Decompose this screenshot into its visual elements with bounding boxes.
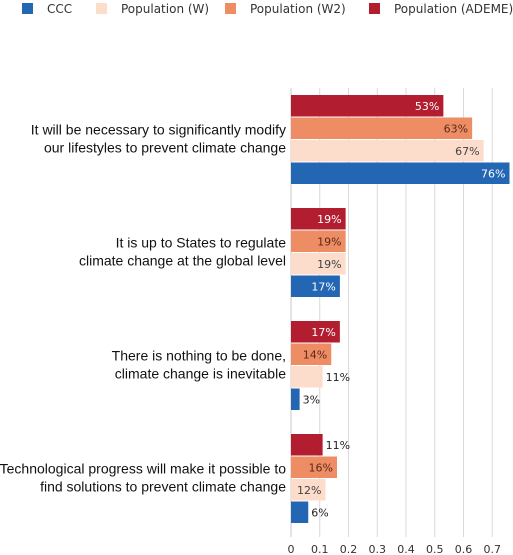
- category-label: climate change at the global level: [79, 253, 286, 269]
- bar-value-label: 12%: [297, 484, 321, 497]
- bar-value-label: 3%: [303, 393, 320, 406]
- x-tick-label: 0.4: [397, 543, 415, 555]
- legend-swatch: [369, 3, 380, 14]
- bar-value-label: 19%: [317, 213, 341, 226]
- bar: [291, 117, 473, 139]
- legend-swatch: [225, 3, 236, 14]
- bar-value-label: 11%: [326, 439, 350, 452]
- legend: CCC Population (W) Population (W2) Populati…: [22, 2, 513, 16]
- legend-label: CCC: [47, 2, 72, 16]
- legend-label: Population (ADEME): [394, 2, 513, 16]
- category-labels: It will be necessary to significantly mo…: [0, 122, 286, 495]
- category-label: find solutions to prevent climate change: [40, 479, 286, 495]
- bar: [291, 456, 337, 478]
- bar: [291, 140, 484, 162]
- x-axis-ticks: 0 0.1 0.2 0.3 0.4 0.5 0.6 0.7: [288, 543, 502, 555]
- x-tick-label: 0.1: [311, 543, 329, 555]
- bar-value-label: 63%: [444, 122, 468, 135]
- bar-value-label: 6%: [311, 506, 328, 519]
- x-tick-label: 0.3: [369, 543, 387, 555]
- legend-label: Population (W): [121, 2, 209, 16]
- legend-label: Population (W2): [250, 2, 346, 16]
- bar-value-label: 19%: [317, 235, 341, 248]
- bar-value-label: 17%: [311, 280, 335, 293]
- bar: [291, 321, 340, 343]
- bar-value-label: 76%: [481, 167, 505, 180]
- bar: [291, 253, 346, 275]
- category-label: climate change is inevitable: [115, 366, 286, 382]
- bar-value-label: 17%: [311, 326, 335, 339]
- bars: 53% 19% 17% 11% 63% 19% 14% 16% 67% 19% 11% 12% 76% 1…: [291, 95, 510, 523]
- x-tick-label: 0.6: [455, 543, 473, 555]
- category-label: our lifestyles to prevent climate change: [44, 140, 286, 156]
- bar: [291, 230, 346, 252]
- bar-value-label: 14%: [303, 348, 327, 361]
- bar: [291, 343, 332, 365]
- bar: [291, 501, 309, 523]
- category-label: It is up to States to regulate: [116, 235, 287, 251]
- x-tick-label: 0.2: [340, 543, 358, 555]
- bar: [291, 275, 340, 297]
- category-label: Technological progress will make it poss…: [0, 461, 286, 477]
- bar: [291, 95, 444, 117]
- bar: [291, 162, 510, 184]
- bar-value-label: 67%: [455, 145, 479, 158]
- legend-swatch: [22, 3, 33, 14]
- x-tick-label: 0.5: [426, 543, 444, 555]
- bar-value-label: 19%: [317, 258, 341, 271]
- category-label: It will be necessary to significantly mo…: [31, 122, 286, 138]
- bar: [291, 479, 326, 501]
- bar-value-label: 53%: [415, 100, 439, 113]
- bar: [291, 434, 323, 456]
- bar-value-label: 11%: [326, 371, 350, 384]
- x-tick-label: 0.7: [484, 543, 502, 555]
- bar: [291, 366, 323, 388]
- bar: [291, 388, 300, 410]
- bar-value-label: 16%: [309, 461, 333, 474]
- legend-swatch: [96, 3, 107, 14]
- category-label: There is nothing to be done,: [112, 348, 286, 364]
- x-tick-label: 0: [288, 543, 295, 555]
- bar: [291, 208, 346, 230]
